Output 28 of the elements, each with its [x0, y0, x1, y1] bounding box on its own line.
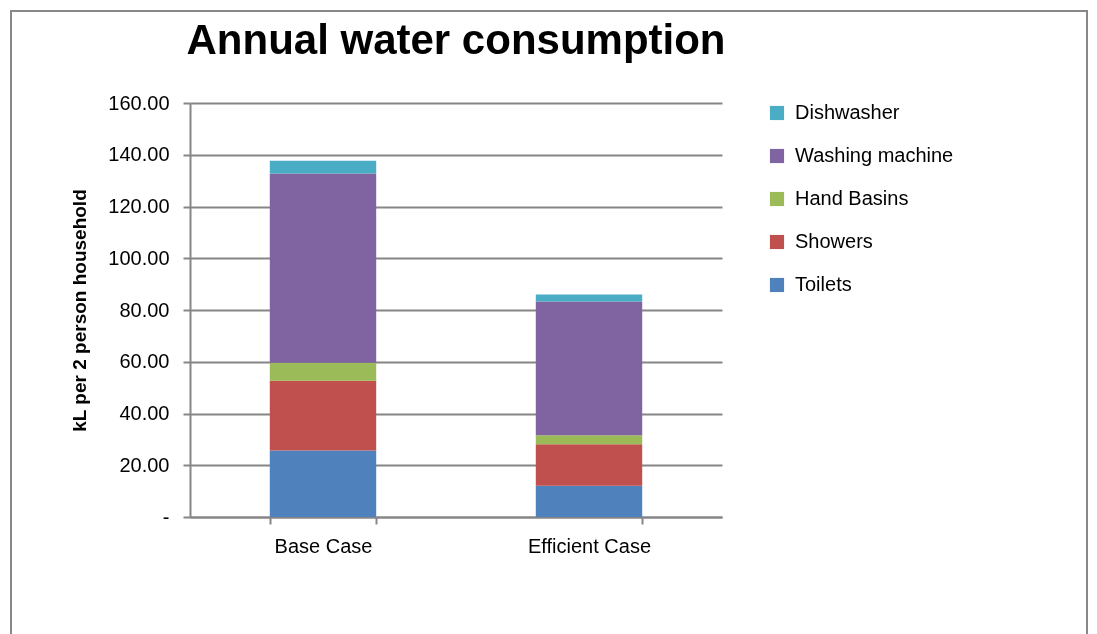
bar — [535, 485, 643, 517]
legend-label: Dishwasher — [795, 101, 900, 123]
x-tick-label: Base Case — [274, 534, 373, 557]
bar — [269, 380, 377, 451]
legend-label: Toilets — [795, 273, 852, 295]
x-tick-label: Efficient Case — [527, 534, 652, 557]
y-tick-label: 140.00 — [108, 143, 170, 166]
bar — [269, 450, 377, 517]
y-tick-label: 40.00 — [119, 402, 170, 424]
y-tick-label: 120.00 — [108, 195, 170, 217]
y-axis-title: kL per 2 person household — [69, 189, 91, 432]
bar — [535, 435, 643, 445]
bar — [535, 301, 643, 436]
bar — [269, 362, 377, 381]
y-tick-label: - — [162, 505, 170, 528]
bar — [269, 160, 377, 174]
y-tick-label: 80.00 — [119, 298, 170, 321]
bar — [535, 294, 643, 302]
legend-label: Washing machine — [795, 144, 954, 166]
legend-label: Showers — [795, 230, 873, 252]
chart-title: Annual water consumption — [186, 16, 726, 63]
bar — [535, 444, 643, 486]
y-tick-label: 100.00 — [108, 246, 170, 269]
y-tick-label: 160.00 — [108, 91, 170, 114]
bar — [269, 173, 377, 363]
y-tick-label: 20.00 — [119, 453, 170, 476]
legend-label: Hand Basins — [795, 187, 909, 209]
y-tick-label: 60.00 — [119, 350, 170, 373]
